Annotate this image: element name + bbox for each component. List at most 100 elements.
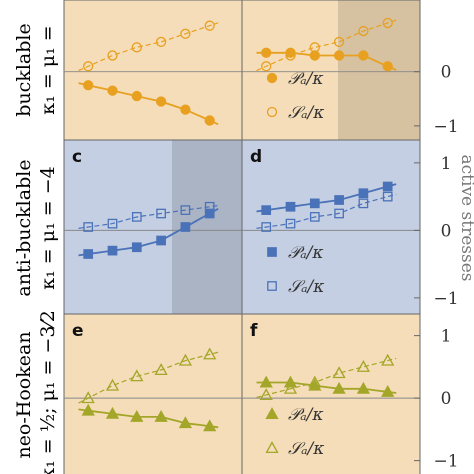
y-tick-label: 0	[441, 389, 452, 409]
point-open-3	[130, 369, 144, 382]
panels: −1 0 𝒫ₐ/κ 𝒮ₐ/κ c −1 0 1 d 𝒫ₐ/κ 𝒮ₐ/κ e −1 0 1 f 𝒫ₐ/κ 𝒮ₐ/κ	[63, 0, 459, 474]
panel-letter-e: e	[72, 321, 84, 341]
point-filled-5	[358, 188, 369, 199]
y-tick-label: −1	[433, 117, 458, 137]
point-open-5	[178, 353, 193, 366]
point-filled-4	[156, 235, 166, 246]
point-filled-1	[259, 375, 273, 388]
fit-curve-dashed	[256, 19, 397, 72]
fit-curve-dashed	[78, 351, 219, 404]
legend-label-open: 𝒮ₐ/κ	[288, 277, 324, 297]
panel-6: −1 0 1 f 𝒫ₐ/κ 𝒮ₐ/κ	[241, 313, 459, 474]
point-open-1	[83, 61, 94, 72]
point-open-3	[309, 42, 320, 53]
shaded-region	[338, 0, 420, 140]
fit-curve-solid	[256, 51, 397, 71]
legend-label-open: 𝒮ₐ/κ	[288, 103, 324, 123]
point-filled-2	[105, 406, 120, 419]
fit-curve-solid	[78, 408, 219, 429]
point-filled-1	[83, 249, 94, 259]
point-filled-6	[204, 115, 215, 126]
point-open-3	[308, 375, 322, 388]
point-open-2	[285, 218, 296, 229]
point-open-4	[156, 208, 166, 219]
point-filled-6	[203, 419, 217, 432]
panel-letter-c: c	[72, 147, 82, 167]
legend-label-open: 𝒮ₐ/κ	[288, 439, 324, 459]
fit-curve-dashed	[78, 22, 219, 72]
legend-label-filled: 𝒫ₐ/κ	[288, 243, 324, 263]
panel-4: −1 0 1 d 𝒫ₐ/κ 𝒮ₐ/κ	[241, 139, 459, 315]
fit-curve-dashed	[256, 357, 397, 399]
point-filled-4	[155, 96, 167, 107]
panel-1	[63, 0, 243, 141]
side-axis-label: active stresses	[457, 155, 474, 282]
point-open-2	[285, 50, 296, 61]
point-filled-3	[131, 90, 142, 102]
point-open-6	[204, 20, 215, 31]
point-filled-1	[261, 47, 272, 58]
y-tick-label: −1	[433, 289, 458, 309]
legend-label-filled: 𝒫ₐ/κ	[288, 69, 324, 89]
point-open-5	[180, 205, 191, 215]
legend-marker-filled	[267, 247, 277, 257]
point-open-4	[155, 36, 167, 48]
point-open-1	[259, 388, 273, 401]
y-tick-label: 0	[441, 221, 452, 241]
panel-background	[64, 140, 242, 314]
panel-background	[64, 314, 242, 474]
point-open-3	[131, 42, 142, 53]
y-tick-label: −1	[433, 452, 458, 472]
point-filled-6	[381, 385, 395, 397]
point-open-5	[358, 198, 369, 209]
fit-curve-solid	[256, 381, 397, 394]
row-label-2-line1: anti-bucklable	[13, 159, 35, 296]
point-open-4	[334, 208, 344, 219]
panel-3: c	[63, 139, 243, 315]
point-filled-4	[333, 50, 345, 61]
point-open-5	[358, 25, 369, 37]
legend-label-filled: 𝒫ₐ/κ	[288, 405, 324, 425]
point-open-1	[83, 222, 94, 232]
point-open-2	[107, 218, 118, 229]
point-open-4	[154, 363, 168, 376]
point-filled-4	[154, 410, 168, 422]
point-filled-5	[178, 416, 193, 429]
point-filled-2	[285, 201, 296, 212]
legend-marker-filled	[265, 407, 279, 420]
row-label-1-line2: κ₁ = μ₁ =	[37, 25, 59, 114]
point-filled-1	[261, 205, 272, 215]
row-label-1-line1: bucklable	[13, 23, 35, 116]
point-filled-4	[334, 195, 344, 205]
point-filled-6	[204, 208, 215, 219]
point-filled-2	[107, 85, 118, 96]
point-open-3	[131, 212, 142, 222]
point-filled-4	[332, 381, 346, 394]
point-open-5	[356, 360, 371, 372]
y-tick-label: 1	[441, 327, 452, 347]
point-open-6	[204, 201, 215, 212]
row-labels: bucklable κ₁ = μ₁ = anti-bucklable κ₁ = …	[13, 23, 59, 474]
legend-marker-filled	[266, 72, 278, 84]
point-filled-3	[309, 198, 320, 209]
y-tick-label: 0	[441, 63, 452, 83]
legend-marker-open	[266, 106, 278, 118]
point-open-1	[81, 391, 95, 404]
fit-curve-dashed	[256, 193, 397, 229]
fit-curve-solid	[256, 183, 397, 213]
point-open-1	[261, 61, 272, 72]
point-open-2	[283, 381, 298, 394]
panel-5: e	[63, 313, 243, 474]
point-open-2	[107, 50, 118, 61]
point-open-6	[382, 17, 393, 29]
y-tick-label: 1	[441, 154, 452, 174]
point-filled-1	[83, 80, 94, 91]
point-open-4	[333, 36, 345, 48]
point-open-4	[332, 366, 346, 379]
point-open-5	[180, 28, 191, 39]
legend-marker-open	[265, 441, 279, 454]
legend-marker-open	[267, 281, 277, 291]
point-filled-5	[180, 104, 191, 115]
panel-letter-f: f	[250, 321, 258, 341]
